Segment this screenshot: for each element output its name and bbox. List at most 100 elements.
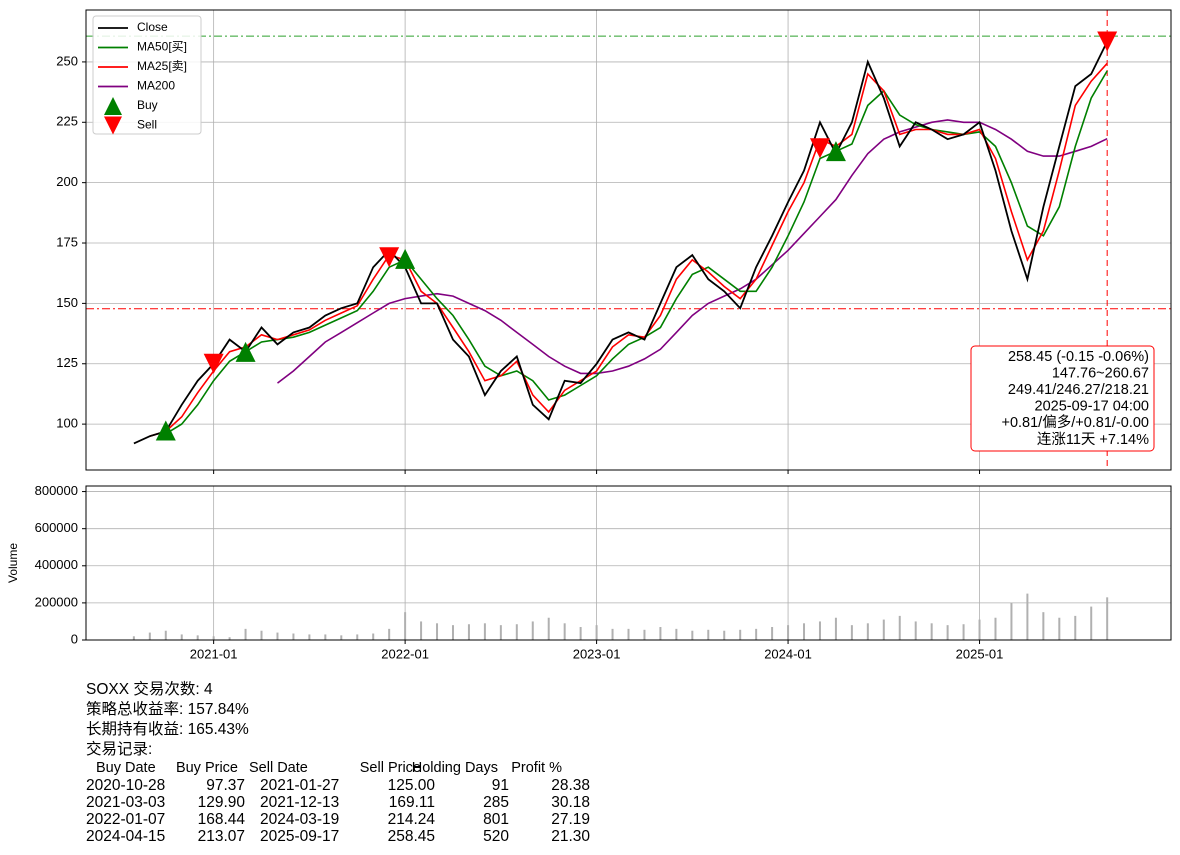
annotation-line: 2025-09-17 04:00 bbox=[1035, 399, 1150, 415]
series-line bbox=[165, 70, 1108, 435]
volume-bar bbox=[595, 625, 598, 640]
volume-bar bbox=[164, 630, 167, 640]
volume-bar bbox=[499, 625, 502, 640]
volume-bar bbox=[627, 628, 630, 640]
table-cell: 2021-01-27 bbox=[260, 777, 339, 794]
volume-bar bbox=[739, 629, 742, 640]
volume-plot-bg bbox=[86, 486, 1171, 640]
sell-marker bbox=[809, 138, 830, 159]
x-tick-label: 2022-01 bbox=[381, 646, 429, 661]
volume-bar bbox=[579, 627, 582, 640]
series-line bbox=[133, 41, 1109, 445]
volume-bar bbox=[308, 634, 311, 640]
volume-bar bbox=[356, 634, 359, 640]
annotation-box bbox=[970, 345, 1155, 452]
volume-bar bbox=[132, 636, 135, 640]
volume-bar bbox=[451, 625, 454, 640]
y-tick-label: 0 bbox=[71, 631, 78, 646]
y-tick-label: 600000 bbox=[35, 520, 78, 535]
series-line bbox=[149, 62, 1108, 437]
table-cell: 125.00 bbox=[388, 777, 436, 794]
table-header: Profit % bbox=[511, 760, 562, 776]
volume-bar bbox=[260, 630, 263, 640]
table-cell: 213.07 bbox=[198, 828, 245, 845]
y-axis-label: Volume bbox=[6, 543, 20, 583]
table-cell: 2025-09-17 bbox=[260, 828, 339, 845]
legend-swatch bbox=[104, 116, 122, 135]
volume-bar bbox=[1106, 597, 1109, 640]
volume-bar bbox=[930, 623, 933, 640]
plot-frame bbox=[85, 485, 1172, 641]
table-cell: 97.37 bbox=[206, 777, 245, 794]
table-cell: 801 bbox=[483, 811, 509, 828]
volume-bar bbox=[691, 630, 694, 640]
table-cell: 28.38 bbox=[551, 777, 590, 794]
volume-bar bbox=[707, 629, 710, 640]
x-tick-label: 2025-01 bbox=[956, 646, 1004, 661]
table-cell: 258.45 bbox=[388, 828, 435, 845]
table-cell: 21.30 bbox=[551, 828, 590, 845]
sell-marker bbox=[379, 247, 400, 268]
volume-bar bbox=[675, 628, 678, 640]
volume-bar bbox=[515, 624, 518, 640]
volume-bar bbox=[547, 617, 550, 640]
annotation-line: 249.41/246.27/218.21 bbox=[1008, 382, 1149, 398]
table-cell: 2022-01-07 bbox=[86, 811, 165, 828]
volume-bar bbox=[228, 637, 231, 640]
summary-line: 长期持有收益: 165.43% bbox=[86, 720, 249, 738]
volume-bar bbox=[1042, 612, 1045, 640]
volume-bar bbox=[771, 627, 774, 640]
table-header: Sell Price bbox=[360, 760, 421, 776]
table-cell: 285 bbox=[483, 794, 509, 811]
volume-bar bbox=[978, 619, 981, 640]
volume-bar bbox=[882, 619, 885, 640]
y-tick-label: 200000 bbox=[35, 594, 78, 609]
table-cell: 2020-10-28 bbox=[86, 777, 165, 794]
sell-marker bbox=[203, 353, 224, 374]
buy-marker bbox=[155, 420, 176, 441]
y-tick-label: 150 bbox=[56, 295, 78, 310]
volume-bar bbox=[1090, 606, 1093, 640]
table-header: Buy Price bbox=[176, 760, 238, 776]
volume-bar bbox=[723, 630, 726, 640]
table-cell: 27.19 bbox=[551, 811, 590, 828]
y-tick-label: 800000 bbox=[35, 483, 78, 498]
summary-line: 交易记录: bbox=[86, 740, 152, 758]
volume-bar bbox=[787, 625, 790, 640]
table-cell: 2024-04-15 bbox=[86, 828, 165, 845]
annotation-line: 258.45 (-0.15 -0.06%) bbox=[1008, 349, 1149, 365]
x-tick-label: 2024-01 bbox=[764, 646, 812, 661]
volume-bar bbox=[803, 623, 806, 640]
annotation-line: 连涨11天 +7.14% bbox=[1037, 431, 1149, 448]
table-header: Holding Days bbox=[412, 760, 498, 776]
annotation: 258.45 (-0.15 -0.06%)147.76~260.67249.41… bbox=[970, 345, 1155, 452]
table-header: Buy Date bbox=[96, 760, 156, 776]
volume-bar bbox=[276, 632, 279, 640]
volume-bar bbox=[372, 633, 375, 640]
volume-bar bbox=[659, 627, 662, 640]
annotation-line: 147.76~260.67 bbox=[1052, 365, 1149, 381]
table-cell: 2021-12-13 bbox=[260, 794, 339, 811]
volume-bar bbox=[436, 623, 439, 640]
buy-marker bbox=[235, 341, 256, 362]
summary-line: 策略总收益率: 157.84% bbox=[86, 700, 249, 718]
table-cell: 91 bbox=[492, 777, 509, 794]
plot-frame bbox=[85, 9, 1172, 471]
volume-bar bbox=[898, 615, 901, 640]
table-cell: 129.90 bbox=[198, 794, 246, 811]
table-cell: 169.11 bbox=[389, 794, 435, 811]
legend-label: Close bbox=[137, 20, 168, 34]
table-cell: 2021-03-03 bbox=[86, 794, 165, 811]
legend: Close MA50[买] MA25[卖] MA200 Buy Sell bbox=[92, 15, 202, 135]
volume-bar bbox=[611, 628, 614, 640]
annotation-line: +0.81/偏多/+0.81/-0.00 bbox=[1001, 414, 1149, 431]
y-tick-label: 400000 bbox=[35, 557, 78, 572]
volume-bar bbox=[866, 623, 869, 640]
volume-bar bbox=[483, 623, 486, 640]
y-tick-label: 175 bbox=[56, 234, 78, 249]
volume-bar bbox=[388, 628, 391, 640]
volume-bar bbox=[467, 624, 470, 640]
volume-bar bbox=[244, 628, 247, 640]
volume-bar bbox=[1074, 615, 1077, 640]
